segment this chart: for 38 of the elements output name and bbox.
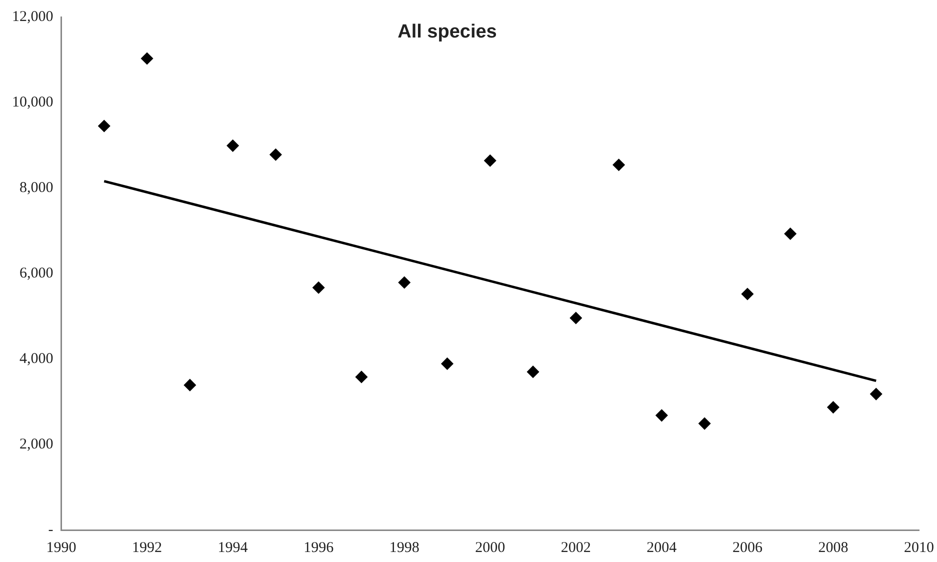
point	[827, 402, 839, 414]
x-tick-label: 1992	[132, 540, 162, 556]
point	[784, 228, 796, 240]
y-tick-label: 8,000	[20, 180, 54, 196]
point	[312, 282, 324, 294]
x-tick-label: 2008	[818, 540, 848, 556]
point	[270, 148, 282, 160]
x-tick-label: 2006	[732, 540, 763, 556]
point	[698, 418, 710, 430]
x-tick-label: 2000	[475, 540, 506, 556]
point	[398, 276, 410, 288]
point	[570, 312, 582, 324]
y-tick-label: 10,000	[12, 94, 54, 110]
point	[227, 140, 239, 152]
chart-title: All species	[398, 22, 497, 43]
point	[98, 120, 110, 132]
x-tick-label: 2010	[904, 540, 934, 556]
y-tick-label: -	[48, 522, 54, 538]
point	[870, 388, 882, 400]
x-tick-label: 1998	[389, 540, 420, 556]
point	[441, 358, 453, 370]
y-tick-label: 4,000	[20, 350, 54, 367]
point	[527, 366, 539, 378]
x-tick-label: 2004	[646, 540, 678, 556]
x-tick-label: 2002	[560, 540, 591, 556]
point	[141, 52, 153, 64]
x-tick-label: 1994	[218, 540, 248, 556]
point	[484, 154, 496, 166]
point	[356, 371, 368, 383]
y-tick-label: 2,000	[20, 436, 54, 452]
point	[742, 288, 754, 300]
x-tick-label: 1990	[46, 540, 76, 556]
point	[613, 159, 625, 171]
y-tick-label: 12,000	[12, 8, 54, 25]
y-tick-label: 6,000	[20, 265, 54, 282]
point	[184, 379, 196, 391]
point	[656, 410, 668, 422]
x-tick-label: 1996	[304, 540, 334, 556]
